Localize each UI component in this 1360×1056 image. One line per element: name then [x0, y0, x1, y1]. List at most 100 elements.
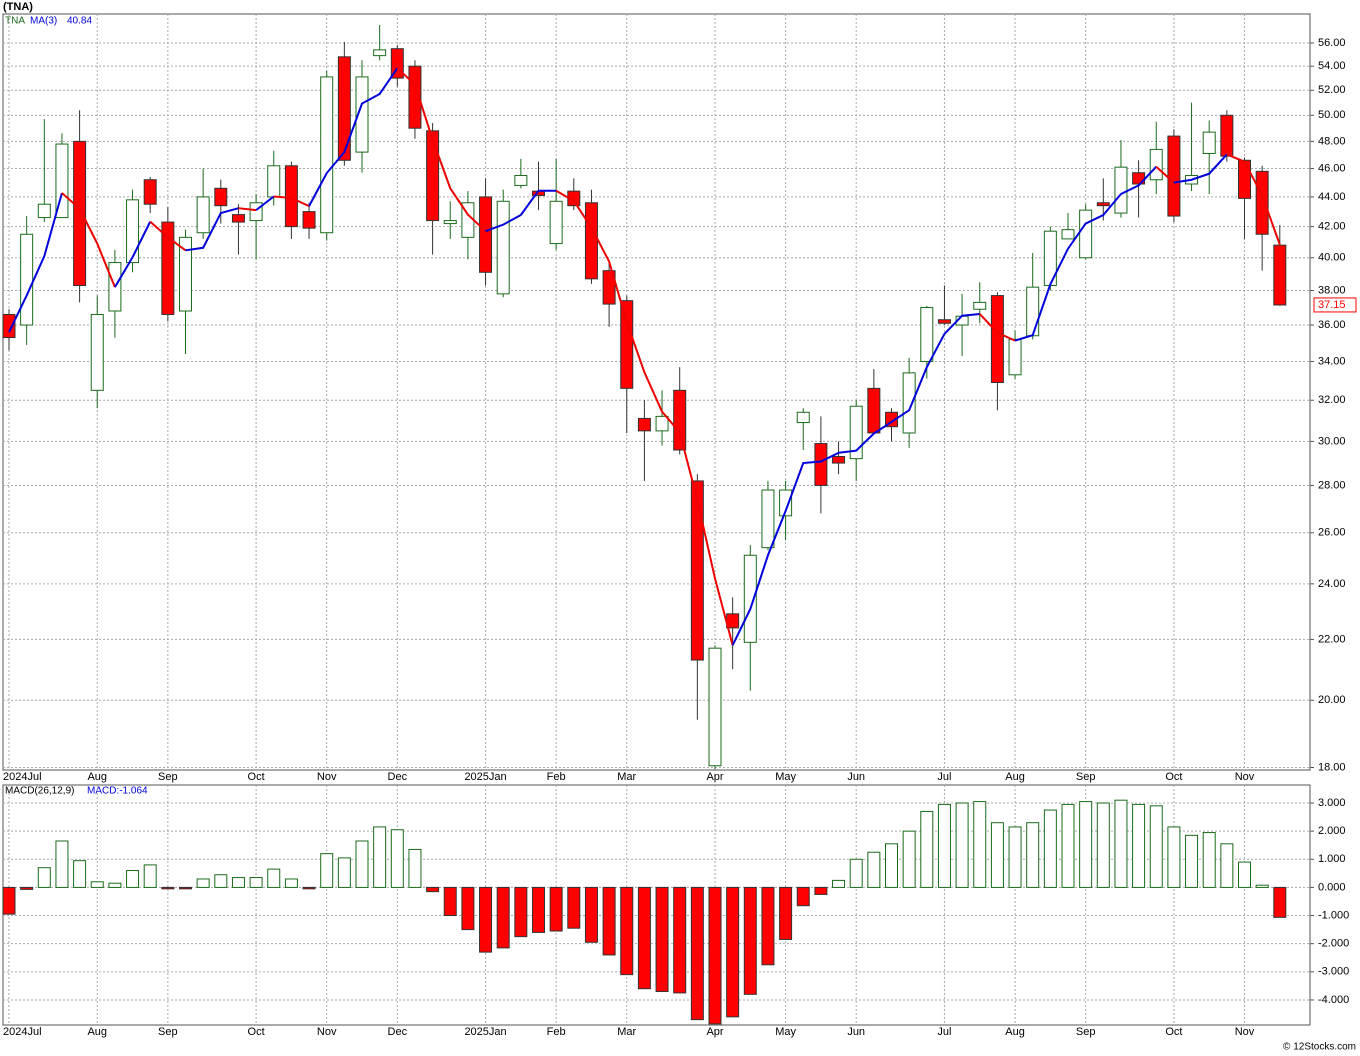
macd-bar	[1043, 809, 1057, 888]
macd-bar	[284, 878, 298, 888]
y-tick-label: -1.000	[1318, 909, 1349, 921]
ma-last-value: 40.84	[67, 16, 92, 27]
y-tick-label: 1.000	[1318, 853, 1346, 865]
candle-body	[1202, 131, 1216, 154]
price-frame	[2, 13, 1311, 771]
ma-line	[308, 67, 399, 207]
y-tick-label: 20.00	[1318, 694, 1346, 706]
candle-body	[373, 49, 387, 57]
macd-bar	[249, 877, 263, 888]
candle-body	[267, 165, 281, 198]
candle-body	[37, 203, 51, 219]
macd-bar	[214, 874, 228, 888]
macd-bar	[1079, 801, 1093, 888]
candle-body	[20, 233, 34, 326]
macd-bar	[937, 803, 951, 888]
macd-bar	[637, 886, 651, 990]
macd-bar	[1149, 805, 1163, 888]
y-tick-label: -4.000	[1318, 994, 1349, 1006]
macd-bar	[849, 858, 863, 888]
credit: © 12Stocks.com	[1283, 1042, 1356, 1053]
x-tick-label: Nov	[1235, 1026, 1255, 1038]
x-tick-label: Sep	[1076, 1026, 1096, 1038]
ma-line	[255, 195, 275, 211]
y-tick-label: 52.00	[1318, 84, 1346, 96]
y-tick-label: 40.00	[1318, 252, 1346, 264]
macd-bar	[1220, 843, 1234, 888]
candle-body	[849, 405, 863, 460]
y-tick-label: 50.00	[1318, 109, 1346, 121]
candle-body	[990, 295, 1004, 384]
x-tick-label: Mar	[617, 771, 636, 783]
candle-body	[249, 202, 263, 222]
y-tick-label: 3.000	[1318, 797, 1346, 809]
macd-bar	[602, 886, 616, 956]
macd-bar	[973, 801, 987, 888]
x-tick-label: Dec	[388, 771, 408, 783]
macd-bar	[867, 851, 881, 888]
macd-bar	[320, 853, 334, 888]
candle-body	[690, 480, 704, 661]
candle-body	[514, 175, 528, 186]
macd-bar	[743, 886, 757, 995]
y-tick-label: 0.000	[1318, 881, 1346, 893]
candle-body	[337, 56, 351, 161]
candle-body	[1114, 166, 1128, 214]
macd-bar	[408, 848, 422, 888]
macd-bar	[196, 878, 210, 888]
x-tick-label: Nov	[317, 1026, 337, 1038]
ma-line	[555, 189, 734, 646]
x-tick-label: Oct	[1165, 1026, 1182, 1038]
ma-line	[1226, 153, 1281, 245]
candle-body	[1273, 244, 1287, 306]
ma-legend: MA(3)	[30, 16, 57, 27]
x-tick-label: Feb	[547, 771, 566, 783]
macd-bar	[426, 886, 440, 893]
ma-line	[238, 207, 257, 212]
candle-body	[443, 220, 457, 225]
candle-body	[673, 389, 687, 451]
macd-bar	[55, 840, 69, 888]
y-tick-label: 36.00	[1318, 319, 1346, 331]
candle-body	[179, 236, 192, 312]
y-tick-label: 42.00	[1318, 221, 1346, 233]
candle-body	[284, 165, 298, 228]
y-tick-label: 32.00	[1318, 394, 1346, 406]
candle-body	[73, 140, 87, 286]
macd-bar	[1008, 826, 1022, 888]
x-tick-label: 2025Jan	[464, 771, 506, 783]
candle-body	[937, 319, 951, 324]
macd-bar	[443, 886, 457, 917]
candle-body	[302, 211, 316, 229]
macd-bar	[567, 886, 581, 929]
y-tick-label: 26.00	[1318, 527, 1346, 539]
macd-bar	[549, 886, 563, 932]
x-tick-label: Aug	[1005, 771, 1025, 783]
macd-bar	[231, 877, 245, 888]
x-tick-label: Jun	[847, 1026, 865, 1038]
macd-bar	[779, 886, 793, 940]
candle-body	[761, 489, 775, 549]
macd-bar	[73, 860, 87, 888]
x-tick-label: Feb	[547, 1026, 566, 1038]
macd-bar	[302, 886, 316, 890]
ma-line	[8, 192, 63, 333]
macd-bar	[1238, 861, 1251, 888]
macd-bar	[1132, 803, 1146, 888]
y-tick-label: 30.00	[1318, 435, 1346, 447]
x-tick-label: May	[775, 771, 796, 783]
macd-bar	[726, 886, 740, 1018]
macd-bar	[990, 822, 1004, 888]
y-tick-label: -3.000	[1318, 966, 1349, 978]
macd-bar	[708, 886, 722, 1025]
macd-bar	[126, 870, 140, 888]
y-tick-label: 34.00	[1318, 355, 1346, 367]
y-tick-label: -2.000	[1318, 938, 1349, 950]
ma-line	[114, 221, 152, 288]
y-tick-label: 22.00	[1318, 633, 1346, 645]
candle-body	[708, 647, 722, 767]
candle-body	[1026, 286, 1040, 337]
candle-body	[320, 76, 334, 234]
